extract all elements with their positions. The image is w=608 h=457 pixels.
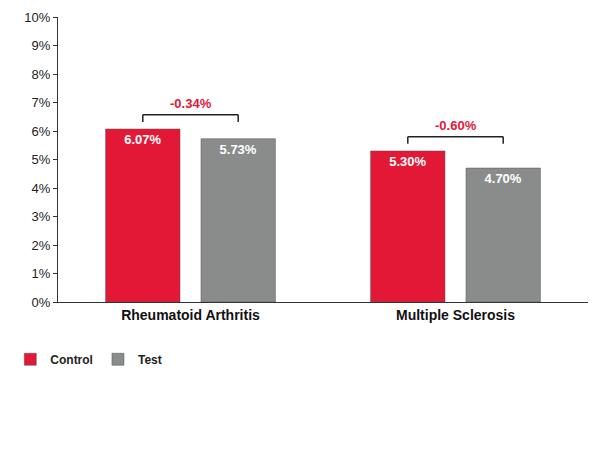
svg-text:8%: 8% [32, 67, 51, 82]
svg-text:Control: Control [50, 353, 93, 367]
svg-text:7%: 7% [32, 95, 51, 110]
svg-text:6%: 6% [32, 124, 51, 139]
svg-text:10%: 10% [24, 10, 50, 25]
svg-text:2%: 2% [32, 238, 51, 253]
svg-text:Test: Test [138, 353, 162, 367]
svg-text:5%: 5% [32, 152, 51, 167]
svg-text:6.07%: 6.07% [124, 132, 161, 147]
svg-text:-0.60%: -0.60% [435, 118, 477, 133]
svg-text:1%: 1% [32, 266, 51, 281]
svg-text:3%: 3% [32, 209, 51, 224]
svg-text:5.73%: 5.73% [220, 142, 257, 157]
svg-text:5.30%: 5.30% [389, 154, 426, 169]
svg-text:Rheumatoid Arthritis: Rheumatoid Arthritis [121, 307, 260, 323]
svg-text:4%: 4% [32, 181, 51, 196]
svg-text:4.70%: 4.70% [485, 171, 522, 186]
svg-text:0%: 0% [32, 295, 51, 310]
svg-text:-0.34%: -0.34% [170, 96, 212, 111]
svg-text:Multiple Sclerosis: Multiple Sclerosis [396, 307, 515, 323]
svg-text:9%: 9% [32, 38, 51, 53]
